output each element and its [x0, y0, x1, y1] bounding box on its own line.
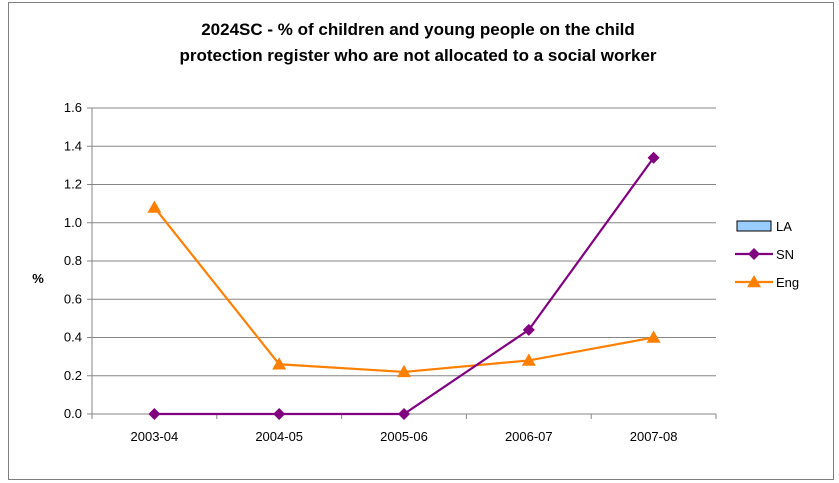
series-sn — [148, 151, 660, 420]
x-axis-ticks: 2003-04 2004-05 2005-06 2006-07 2007-08 — [91, 414, 717, 444]
data-point-eng — [521, 353, 536, 366]
gridlines — [92, 107, 716, 377]
legend: LA SN Eng — [735, 219, 799, 290]
y-tick-label: 1.4 — [64, 138, 82, 153]
data-point-sn — [273, 408, 286, 420]
y-tick-label: 0.8 — [64, 253, 82, 268]
data-point-eng — [646, 330, 661, 343]
data-point-sn — [148, 408, 161, 420]
chart-title-line-1: 2024SC - % of children and young people … — [201, 20, 635, 39]
legend-marker-sn — [748, 248, 760, 260]
legend-swatch-la — [736, 220, 772, 232]
data-point-eng — [397, 364, 411, 378]
y-tick-label: 1.6 — [64, 100, 82, 115]
legend-item-sn: SN — [735, 247, 794, 262]
data-point-eng — [147, 200, 162, 213]
x-tick-label: 2005-06 — [380, 429, 428, 444]
series — [147, 151, 661, 420]
chart-title-line-2: protection register who are not allocate… — [179, 46, 656, 65]
x-tick-label: 2007-08 — [630, 429, 678, 444]
legend-label-eng: Eng — [776, 275, 799, 290]
legend-label-la: LA — [776, 219, 792, 234]
legend-item-eng: Eng — [735, 275, 799, 290]
y-tick-label: 1.0 — [64, 215, 82, 230]
y-axis-title: % — [32, 271, 44, 286]
x-tick-label: 2003-04 — [131, 429, 179, 444]
x-tick-label: 2004-05 — [255, 429, 303, 444]
data-point-sn — [647, 151, 660, 164]
data-point-sn — [522, 323, 535, 336]
data-point-sn — [398, 408, 410, 420]
legend-label-sn: SN — [776, 247, 794, 262]
legend-marker-eng — [747, 275, 761, 288]
y-tick-label: 0.0 — [64, 406, 82, 421]
y-tick-label: 1.2 — [64, 177, 82, 192]
legend-item-la: LA — [736, 219, 792, 234]
x-tick-label: 2006-07 — [505, 429, 553, 444]
y-tick-label: 0.2 — [64, 368, 82, 383]
series-eng — [147, 200, 661, 378]
y-tick-label: 0.6 — [64, 291, 82, 306]
data-point-eng — [272, 357, 287, 370]
y-tick-label: 0.4 — [64, 330, 82, 345]
y-axis-ticks: 0.0 0.2 0.4 0.6 0.8 1.0 1.2 1.4 1.6 — [64, 100, 92, 421]
